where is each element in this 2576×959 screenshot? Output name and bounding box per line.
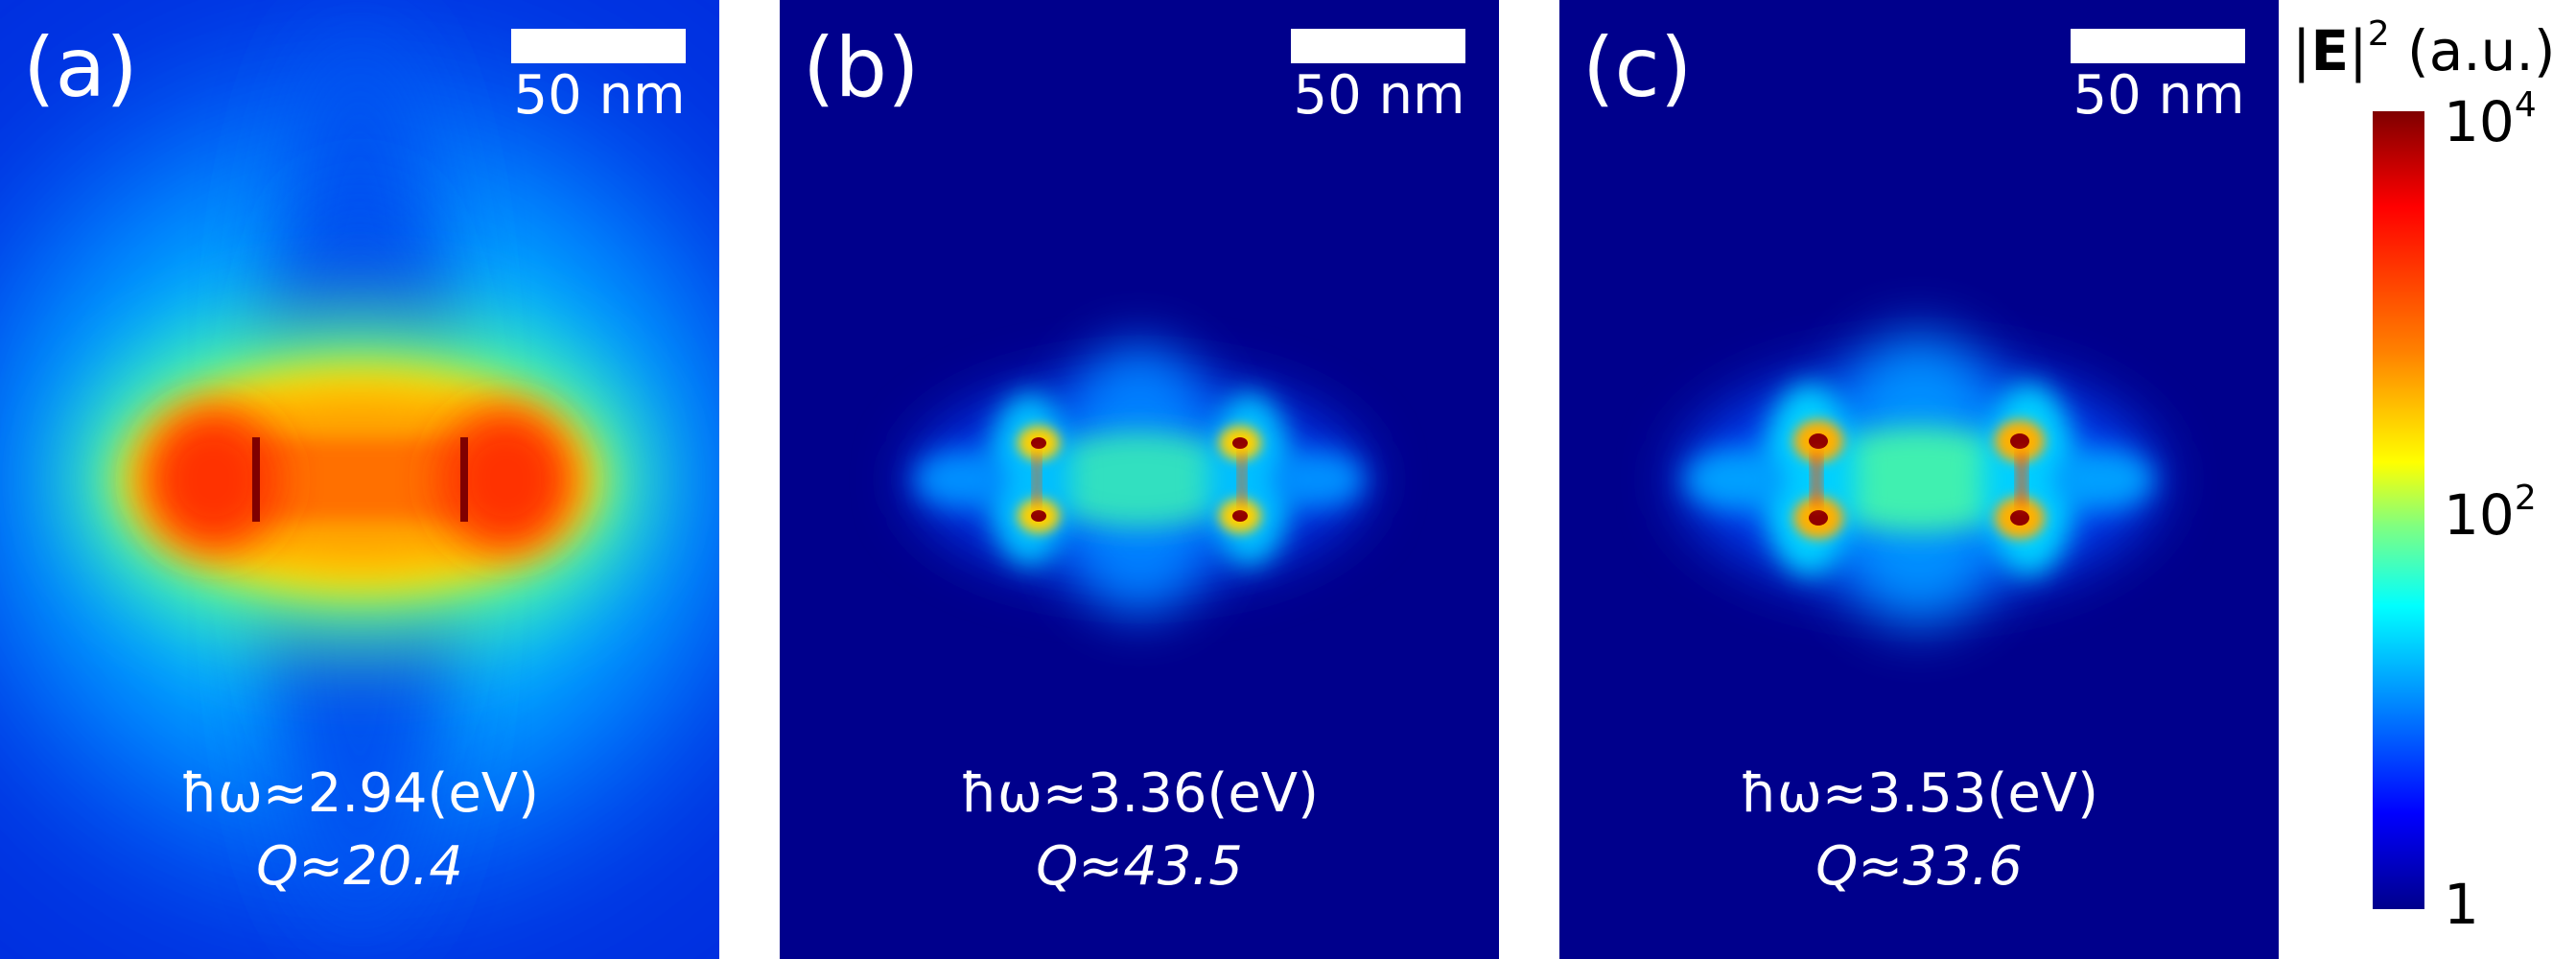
q-factor-label: Q≈43.5 bbox=[1036, 835, 1243, 898]
tick-base: 10 bbox=[2444, 482, 2515, 548]
q-factor-label: Q≈33.6 bbox=[1815, 835, 2023, 898]
energy-label: ħω≈2.94(eV) bbox=[180, 762, 539, 825]
colorbar-title: |E|2 (a.u.) bbox=[2292, 14, 2556, 80]
panel-label: (c) bbox=[1582, 20, 1693, 116]
colorbar bbox=[2373, 111, 2424, 909]
q-factor-label: Q≈20.4 bbox=[256, 835, 463, 898]
colorbar-title-unit: (a.u.) bbox=[2389, 18, 2556, 83]
panel-c: (c) 50 nm ħω≈3.53(eV) Q≈33.6 bbox=[1559, 0, 2279, 959]
scale-bar bbox=[1291, 29, 1465, 63]
panel-label: (b) bbox=[803, 20, 920, 116]
field-map-c bbox=[1679, 336, 2159, 623]
colorbar-title-post: | bbox=[2349, 18, 2368, 83]
panel-b: (b) 50 nm ħω≈3.36(eV) Q≈43.5 bbox=[780, 0, 1499, 959]
colorbar-title-pre: | bbox=[2292, 18, 2311, 83]
panel-label: (a) bbox=[23, 20, 138, 116]
energy-label: ħω≈3.36(eV) bbox=[960, 762, 1319, 825]
scale-bar-label: 50 nm bbox=[2073, 64, 2245, 127]
tick-exponent: 4 bbox=[2514, 85, 2537, 125]
colorbar-title-symbol: E bbox=[2310, 18, 2350, 83]
field-map-b bbox=[909, 345, 1370, 614]
tick-base: 10 bbox=[2444, 89, 2515, 154]
colorbar-tick-top: 104 bbox=[2444, 85, 2537, 151]
field-map-a bbox=[0, 0, 719, 959]
scale-bar-label: 50 nm bbox=[1293, 64, 1465, 127]
tick-exponent: 2 bbox=[2514, 479, 2537, 518]
panel-a: (a) 50 nm ħω≈2.94(eV) Q≈20.4 bbox=[0, 0, 719, 959]
colorbar-title-power: 2 bbox=[2367, 14, 2390, 54]
energy-label: ħω≈3.53(eV) bbox=[1740, 762, 2098, 825]
colorbar-tick-mid: 102 bbox=[2444, 479, 2537, 544]
scale-bar bbox=[2071, 29, 2245, 63]
scale-bar-label: 50 nm bbox=[513, 64, 686, 127]
scale-bar bbox=[511, 29, 686, 63]
colorbar-tick-bottom: 1 bbox=[2444, 872, 2479, 937]
